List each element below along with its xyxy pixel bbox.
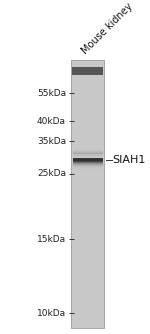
Bar (73, 157, 103, 158)
Bar (73, 162, 103, 163)
Bar (73, 159, 103, 160)
Bar (73, 156, 103, 157)
Text: 15kDa: 15kDa (37, 235, 66, 244)
Bar (73, 168, 103, 169)
Bar (73, 151, 103, 152)
Bar (73, 157, 103, 158)
Bar (73, 148, 103, 149)
Bar (73, 150, 103, 151)
Bar (73, 151, 103, 152)
Bar (73, 152, 103, 153)
Text: Mouse kidney: Mouse kidney (80, 1, 135, 56)
Bar (73, 161, 103, 162)
Bar (73, 163, 103, 164)
Bar (73, 153, 103, 154)
Bar (73, 160, 103, 161)
Bar (73, 149, 103, 150)
Bar (73, 151, 103, 152)
Bar (73, 165, 103, 166)
Bar (73, 157, 103, 158)
Text: 40kDa: 40kDa (37, 117, 66, 126)
Bar (72, 67, 103, 74)
Bar (73, 150, 103, 151)
Bar (73, 152, 103, 153)
Bar (72, 60, 104, 328)
Bar (73, 153, 103, 154)
Bar (73, 154, 103, 155)
Bar (73, 166, 103, 167)
Text: 35kDa: 35kDa (37, 137, 66, 146)
Bar (73, 155, 103, 156)
Bar (73, 151, 103, 152)
Bar (73, 167, 103, 168)
Bar (73, 166, 103, 167)
Bar (73, 154, 103, 155)
Bar (73, 150, 103, 151)
Text: 10kDa: 10kDa (37, 309, 66, 318)
Bar (73, 158, 103, 159)
Bar (73, 153, 103, 154)
Bar (73, 152, 103, 153)
Bar (73, 155, 103, 156)
Text: 55kDa: 55kDa (37, 89, 66, 98)
Bar (73, 160, 103, 161)
Bar (73, 159, 103, 160)
Bar (73, 167, 103, 168)
Bar (73, 156, 103, 157)
Bar (73, 168, 103, 169)
Bar (73, 158, 103, 159)
Bar (73, 150, 103, 151)
Bar (73, 161, 103, 162)
Text: 25kDa: 25kDa (37, 169, 66, 178)
Bar (73, 156, 103, 157)
Bar (73, 152, 103, 153)
Bar (73, 164, 103, 165)
Bar (73, 155, 103, 156)
Bar (73, 154, 103, 155)
Bar (73, 157, 103, 158)
Text: SIAH1: SIAH1 (112, 155, 146, 165)
